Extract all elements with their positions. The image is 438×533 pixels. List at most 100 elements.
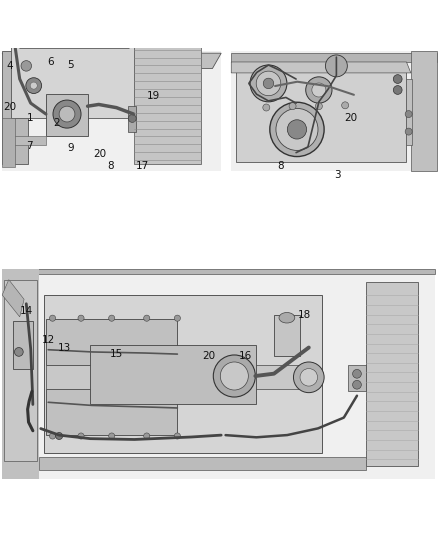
Ellipse shape: [213, 355, 255, 397]
Text: 18: 18: [298, 310, 311, 320]
Bar: [128, 106, 136, 133]
Ellipse shape: [220, 362, 248, 390]
Ellipse shape: [53, 100, 81, 128]
Text: 3: 3: [334, 169, 341, 180]
Ellipse shape: [78, 433, 84, 439]
Ellipse shape: [287, 120, 307, 139]
Bar: [46, 365, 300, 389]
Ellipse shape: [405, 128, 412, 135]
Ellipse shape: [59, 106, 75, 122]
Polygon shape: [2, 280, 24, 317]
Polygon shape: [2, 269, 39, 479]
Ellipse shape: [52, 7, 69, 23]
Polygon shape: [39, 457, 366, 470]
Ellipse shape: [325, 55, 347, 77]
Polygon shape: [44, 295, 322, 453]
Ellipse shape: [75, 0, 91, 6]
Bar: [231, 51, 437, 171]
Text: 9: 9: [67, 143, 74, 154]
Bar: [274, 314, 300, 356]
Polygon shape: [7, 0, 28, 9]
Ellipse shape: [312, 83, 326, 97]
Ellipse shape: [270, 102, 324, 157]
Ellipse shape: [107, 11, 116, 20]
Text: 8: 8: [277, 161, 284, 171]
Ellipse shape: [174, 433, 180, 439]
Polygon shape: [2, 51, 28, 165]
Ellipse shape: [256, 71, 281, 96]
Polygon shape: [13, 321, 33, 369]
Polygon shape: [20, 0, 129, 49]
Ellipse shape: [144, 315, 150, 321]
Ellipse shape: [102, 7, 120, 23]
Bar: [2, 269, 435, 479]
Ellipse shape: [26, 7, 44, 23]
Polygon shape: [2, 269, 435, 274]
Ellipse shape: [250, 65, 287, 102]
Ellipse shape: [78, 315, 84, 321]
Ellipse shape: [405, 110, 412, 118]
Text: 20: 20: [202, 351, 215, 361]
Polygon shape: [231, 62, 411, 73]
Polygon shape: [2, 118, 15, 167]
Ellipse shape: [276, 108, 318, 150]
Ellipse shape: [81, 11, 90, 20]
Ellipse shape: [342, 102, 349, 109]
Text: 20: 20: [3, 102, 16, 111]
Text: 8: 8: [107, 161, 114, 171]
Text: 1: 1: [26, 112, 33, 123]
Text: 5: 5: [67, 60, 74, 70]
Ellipse shape: [31, 11, 39, 20]
Ellipse shape: [353, 369, 361, 378]
Ellipse shape: [144, 433, 150, 439]
Text: 15: 15: [110, 349, 123, 359]
Text: 12: 12: [42, 335, 55, 345]
Ellipse shape: [30, 82, 37, 89]
Polygon shape: [411, 51, 437, 171]
Bar: [2, 51, 221, 171]
Text: 13: 13: [58, 343, 71, 353]
Text: 7: 7: [26, 141, 33, 151]
Ellipse shape: [353, 381, 361, 389]
Ellipse shape: [49, 315, 56, 321]
Ellipse shape: [255, 24, 269, 38]
Bar: [46, 389, 177, 435]
Ellipse shape: [56, 11, 65, 20]
Polygon shape: [11, 5, 134, 118]
Ellipse shape: [56, 432, 63, 440]
Ellipse shape: [109, 315, 115, 321]
Text: 17: 17: [136, 161, 149, 171]
Text: 16: 16: [239, 351, 252, 361]
Ellipse shape: [300, 368, 318, 386]
Text: 20: 20: [93, 149, 106, 159]
Ellipse shape: [393, 86, 402, 94]
Bar: [46, 319, 177, 365]
Bar: [366, 282, 418, 466]
Ellipse shape: [315, 103, 322, 110]
Polygon shape: [236, 64, 406, 162]
Bar: [90, 345, 256, 405]
Ellipse shape: [14, 348, 23, 356]
Ellipse shape: [70, 0, 96, 11]
Polygon shape: [4, 280, 37, 462]
Bar: [46, 94, 88, 136]
Text: 4: 4: [6, 61, 13, 71]
Text: 20: 20: [344, 112, 357, 123]
Ellipse shape: [289, 103, 296, 110]
Ellipse shape: [293, 362, 324, 393]
Ellipse shape: [174, 315, 180, 321]
Text: 6: 6: [47, 56, 54, 67]
Polygon shape: [2, 53, 221, 69]
Bar: [406, 79, 412, 145]
Ellipse shape: [249, 18, 275, 44]
Polygon shape: [231, 53, 437, 62]
Ellipse shape: [279, 312, 295, 323]
Ellipse shape: [263, 104, 270, 111]
Ellipse shape: [109, 433, 115, 439]
Ellipse shape: [128, 115, 136, 123]
Ellipse shape: [49, 433, 56, 439]
Text: 19: 19: [147, 91, 160, 101]
Ellipse shape: [77, 7, 95, 23]
Bar: [348, 365, 366, 391]
Ellipse shape: [393, 75, 402, 84]
